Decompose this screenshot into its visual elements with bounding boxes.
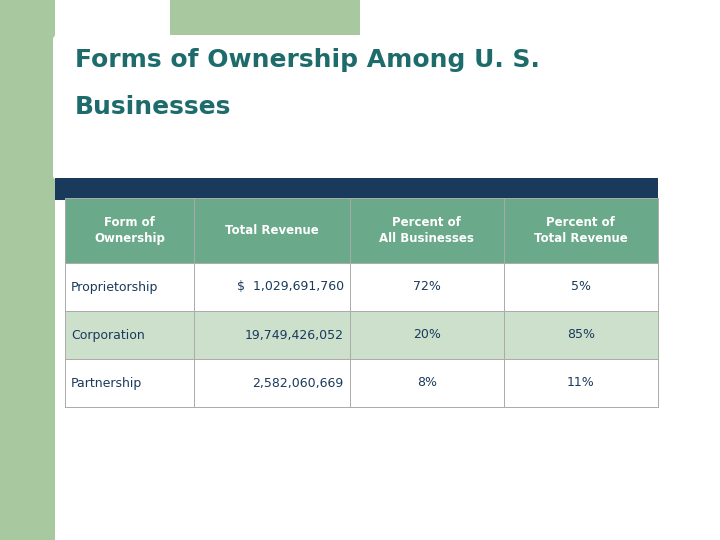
Text: Total Revenue: Total Revenue	[225, 224, 319, 237]
Text: Proprietorship: Proprietorship	[71, 280, 158, 294]
Text: Percent of
Total Revenue: Percent of Total Revenue	[534, 216, 628, 245]
Text: 19,749,426,052: 19,749,426,052	[245, 328, 343, 341]
Text: Form of
Ownership: Form of Ownership	[94, 216, 165, 245]
Text: 11%: 11%	[567, 376, 595, 389]
Bar	[65, 198, 658, 263]
Text: 20%: 20%	[413, 328, 441, 341]
Text: Corporation: Corporation	[71, 328, 145, 341]
Text: $  1,029,691,760: $ 1,029,691,760	[236, 280, 343, 294]
Text: Forms of Ownership Among U. S.: Forms of Ownership Among U. S.	[75, 48, 540, 72]
Text: Partnership: Partnership	[71, 376, 143, 389]
Text: 5%: 5%	[571, 280, 591, 294]
Text: 8%: 8%	[417, 376, 437, 389]
Text: 85%: 85%	[567, 328, 595, 341]
Bar	[65, 359, 658, 407]
Text: Percent of
All Businesses: Percent of All Businesses	[379, 216, 474, 245]
Bar	[0, 0, 55, 540]
Text: Businesses: Businesses	[75, 95, 231, 119]
Bar	[170, 0, 360, 110]
Bar	[65, 263, 658, 311]
Bar	[55, 178, 658, 200]
Text: 2,582,060,669: 2,582,060,669	[253, 376, 343, 389]
FancyBboxPatch shape	[53, 35, 715, 180]
Text: 72%: 72%	[413, 280, 441, 294]
Bar	[65, 311, 658, 359]
